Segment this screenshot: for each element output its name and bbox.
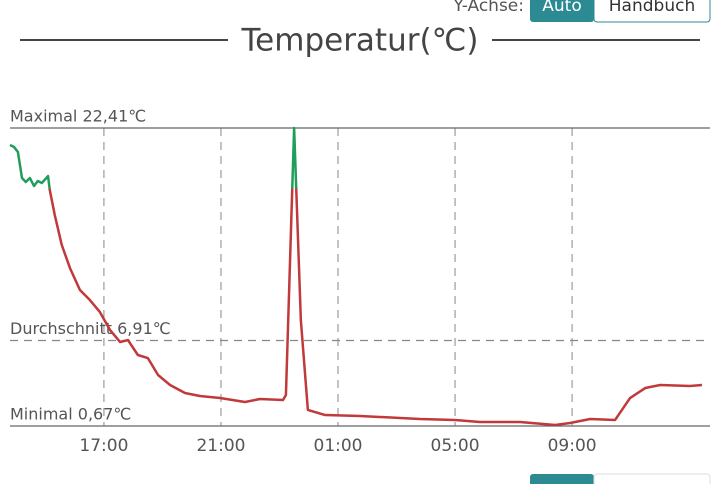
toggle-handbuch[interactable] [593, 0, 711, 23]
toggle-handbuch-text: Handbuch [609, 0, 695, 16]
reference-label: Minimal 0,67℃ [10, 405, 131, 424]
bottom-toggle[interactable] [593, 473, 711, 484]
toggle-auto[interactable] [530, 0, 594, 22]
x-tick-label: 09:00 [548, 436, 597, 456]
temperature-line [9, 126, 703, 427]
y-axis-toggle-label: Y-Achse: [452, 0, 524, 16]
x-tick-label: 05:00 [431, 436, 480, 456]
toggle-auto-text: Auto [542, 0, 581, 16]
x-tick-label: 01:00 [314, 436, 363, 456]
chart-title: Temperatur(℃) [241, 23, 479, 59]
bottom-toggle[interactable] [530, 474, 594, 484]
reference-label: Maximal 22,41℃ [10, 107, 146, 126]
x-tick-label: 21:00 [196, 436, 245, 456]
x-tick-label: 17:00 [79, 436, 128, 456]
reference-label: Durchschnitt 6,91℃ [10, 319, 171, 338]
